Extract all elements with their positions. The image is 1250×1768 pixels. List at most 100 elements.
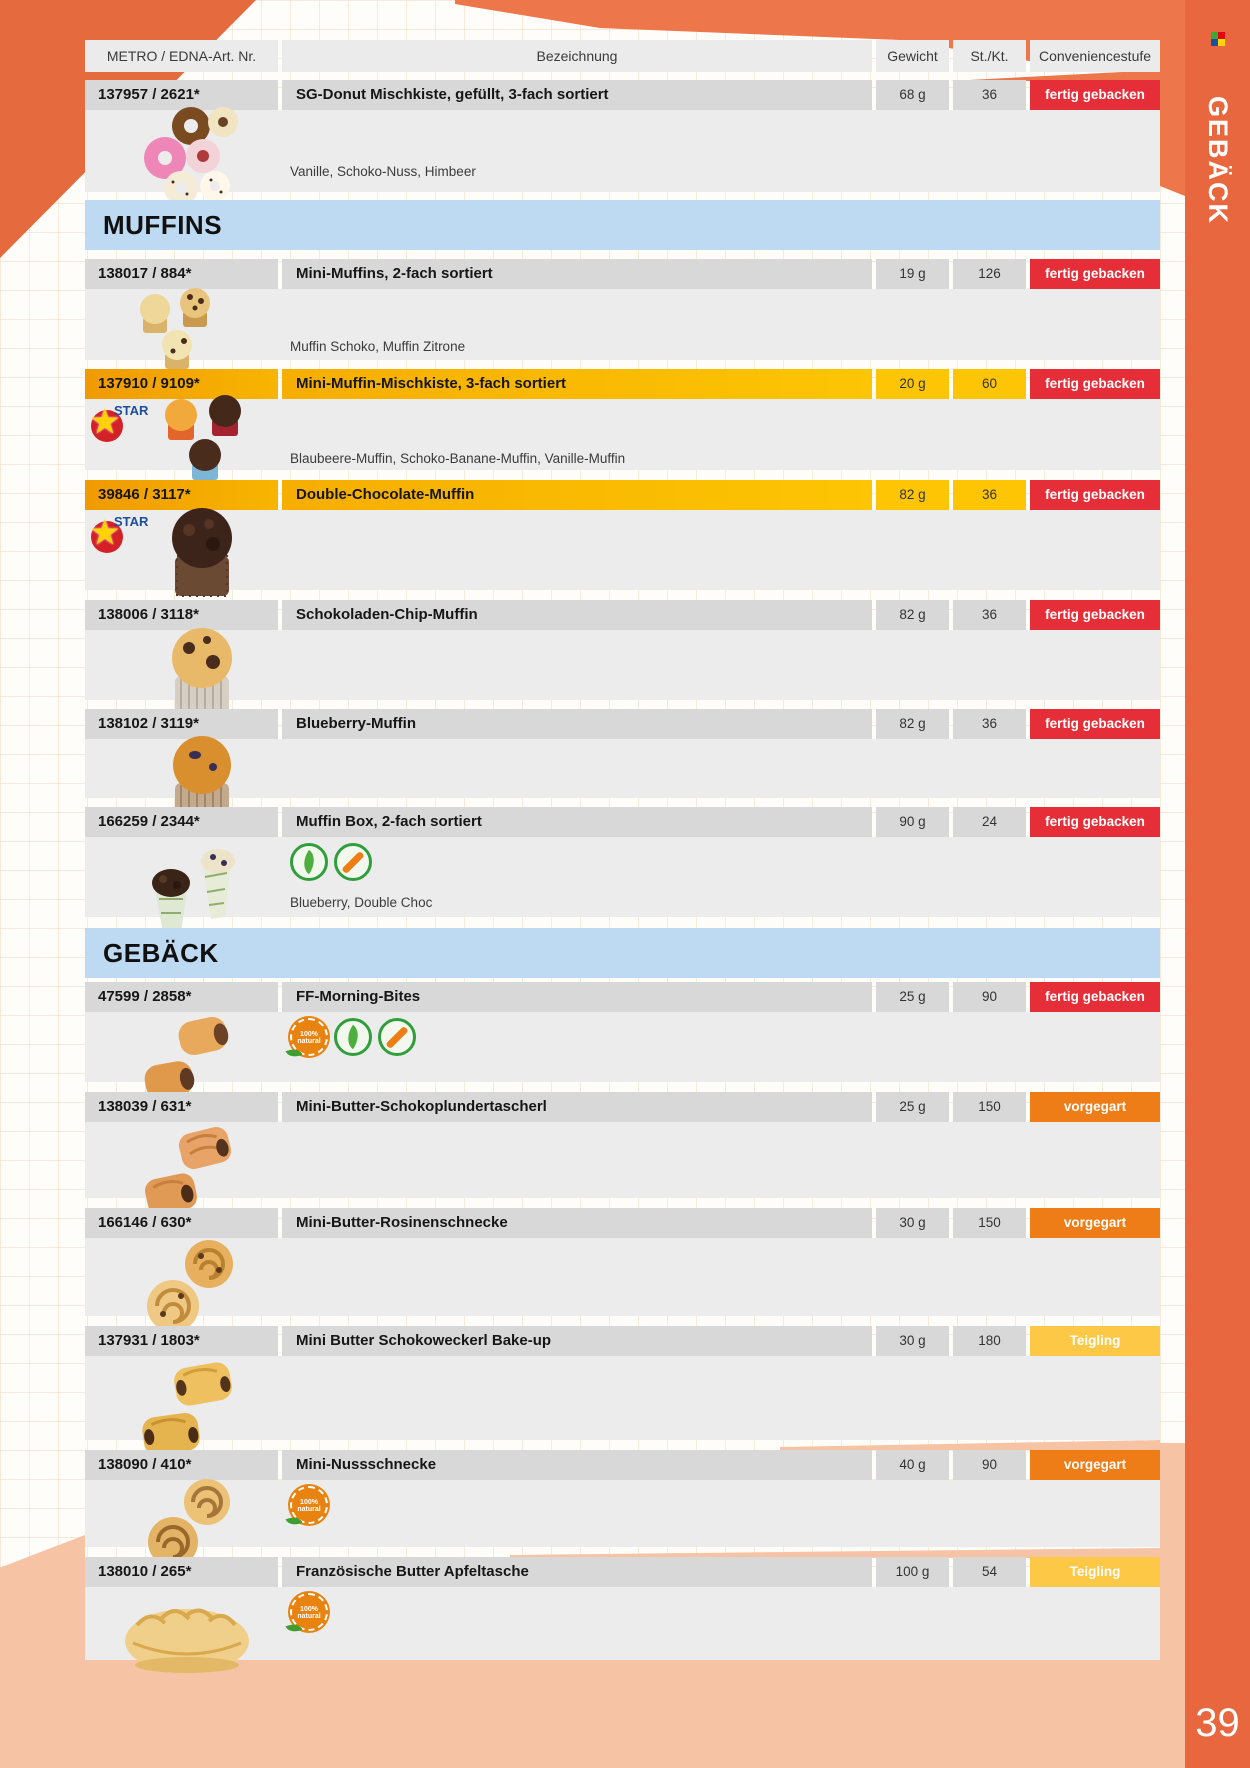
- vegan-icon: [290, 843, 328, 881]
- bottom-band-decoration: [0, 1660, 1185, 1768]
- weight-cell: 90 g: [876, 807, 949, 837]
- convenience-badge: vorgegart: [1030, 1450, 1160, 1480]
- qty-cell: 36: [953, 80, 1026, 110]
- product-photo-donuts: [113, 106, 258, 211]
- convenience-badge: vorgegart: [1030, 1208, 1160, 1238]
- convenience-badge: fertig gebacken: [1030, 600, 1160, 630]
- weight-cell: 82 g: [876, 709, 949, 739]
- weight-cell: 82 g: [876, 600, 949, 630]
- category-sidebar: GEBÄCK 39: [1185, 0, 1250, 1768]
- convenience-badge: Teigling: [1030, 1557, 1160, 1587]
- variants-text: Muffin Schoko, Muffin Zitrone: [290, 339, 466, 354]
- row-background: [85, 1238, 1160, 1316]
- natural-label: 100% natural: [297, 1606, 321, 1620]
- row-background: [85, 510, 1160, 590]
- weight-cell: 30 g: [876, 1326, 949, 1356]
- lactose-free-icon: [334, 843, 372, 881]
- variants-text: Blaubeere-Muffin, Schoko-Banane-Muffin, …: [290, 451, 626, 466]
- product-row: 47599 / 2858* FF-Morning-Bites 25 g 90 f…: [85, 982, 1160, 1099]
- product-row: 166259 / 2344* Muffin Box, 2-fach sortie…: [85, 807, 1160, 933]
- artnr-cell: 166259 / 2344*: [85, 807, 278, 837]
- star-brand-logo: ★ STAR: [91, 514, 148, 556]
- artnr-cell: 166146 / 630*: [85, 1208, 278, 1238]
- section-header-gebaeck: GEBÄCK: [85, 928, 1160, 978]
- row-background: [85, 1480, 1160, 1547]
- weight-cell: 20 g: [876, 369, 949, 399]
- weight-cell: 100 g: [876, 1557, 949, 1587]
- name-cell: Mini-Muffins, 2-fach sortiert: [282, 259, 872, 289]
- certification-icons: [290, 843, 372, 881]
- badge-swoosh-decoration: [950, 70, 1160, 81]
- weight-cell: 30 g: [876, 1208, 949, 1238]
- certification-icons: 100% natural: [285, 1018, 416, 1061]
- name-cell: Mini-Butter-Schokoplundertascherl: [282, 1092, 872, 1122]
- qty-cell: 60: [953, 369, 1026, 399]
- convenience-badge: fertig gebacken: [1030, 80, 1160, 110]
- header-bezeichnung: Bezeichnung: [282, 40, 872, 72]
- artnr-cell: 138006 / 3118*: [85, 600, 278, 630]
- qty-cell: 36: [953, 600, 1026, 630]
- product-photo-rosinenschnecke: [133, 1236, 253, 1341]
- row-background: [85, 1012, 1160, 1082]
- product-photo-schokoplundertascherl: [133, 1122, 253, 1227]
- artnr-cell: 137910 / 9109*: [85, 369, 278, 399]
- variants-text: Vanille, Schoko-Nuss, Himbeer: [290, 164, 476, 179]
- product-photo-apfeltasche: [107, 1591, 267, 1686]
- product-photo-schokoweckerl: [129, 1356, 259, 1466]
- convenience-badge: fertig gebacken: [1030, 369, 1160, 399]
- category-color-legend-icon: [1210, 32, 1225, 46]
- natural-label: 100% natural: [297, 1031, 321, 1045]
- convenience-badge: fertig gebacken: [1030, 982, 1160, 1012]
- lactose-free-icon: [378, 1018, 416, 1056]
- artnr-cell: 47599 / 2858*: [85, 982, 278, 1012]
- convenience-badge: fertig gebacken: [1030, 480, 1160, 510]
- name-cell: SG-Donut Mischkiste, gefüllt, 3-fach sor…: [282, 80, 872, 110]
- product-row: 138010 / 265* Französische Butter Apfelt…: [85, 1557, 1160, 1673]
- row-background: [85, 1587, 1160, 1660]
- convenience-badge: fertig gebacken: [1030, 807, 1160, 837]
- page-number: 39: [1195, 1701, 1240, 1745]
- row-background: [85, 837, 1160, 917]
- qty-cell: 54: [953, 1557, 1026, 1587]
- product-row: 166146 / 630* Mini-Butter-Rosinenschneck…: [85, 1208, 1160, 1332]
- natural-icon: 100% natural: [285, 1486, 328, 1529]
- product-photo-double-chocolate-muffin: [147, 504, 257, 609]
- section-title: GEBÄCK: [103, 938, 219, 968]
- product-photo-muffin-box: [125, 837, 255, 942]
- artnr-cell: 138090 / 410*: [85, 1450, 278, 1480]
- section-title: MUFFINS: [103, 210, 223, 240]
- natural-icon: 100% natural: [285, 1018, 328, 1061]
- qty-cell: 126: [953, 259, 1026, 289]
- row-background: [85, 289, 1160, 360]
- qty-cell: 36: [953, 480, 1026, 510]
- star-brand-label: STAR: [114, 403, 149, 418]
- artnr-cell: 137957 / 2621*: [85, 80, 278, 110]
- name-cell: Blueberry-Muffin: [282, 709, 872, 739]
- name-cell: Mini-Muffin-Mischkiste, 3-fach sortiert: [282, 369, 872, 399]
- product-row: 138006 / 3118* Schokoladen-Chip-Muffin 8…: [85, 600, 1160, 716]
- weight-cell: 68 g: [876, 80, 949, 110]
- product-photo-morning-bites: [133, 1014, 253, 1114]
- star-brand-logo: ★ STAR: [91, 403, 149, 445]
- name-cell: Double-Chocolate-Muffin: [282, 480, 872, 510]
- row-background: [85, 1356, 1160, 1440]
- certification-icons: 100% natural: [285, 1593, 328, 1636]
- product-photo-chocolate-chip-muffin: [147, 624, 257, 729]
- qty-cell: 90: [953, 1450, 1026, 1480]
- convenience-badge: fertig gebacken: [1030, 259, 1160, 289]
- header-stkt: St./Kt.: [953, 40, 1026, 72]
- row-background: [85, 110, 1160, 192]
- natural-icon: 100% natural: [285, 1593, 328, 1636]
- name-cell: Mini-Nussschnecke: [282, 1450, 872, 1480]
- name-cell: FF-Morning-Bites: [282, 982, 872, 1012]
- qty-cell: 36: [953, 709, 1026, 739]
- weight-cell: 19 g: [876, 259, 949, 289]
- artnr-cell: 138102 / 3119*: [85, 709, 278, 739]
- product-row: 138090 / 410* Mini-Nussschnecke 40 g 90 …: [85, 1450, 1160, 1567]
- peach-sliver-decoration: [780, 1440, 1160, 1450]
- variants-text: Blueberry, Double Choc: [290, 895, 433, 910]
- convenience-badge: vorgegart: [1030, 1092, 1160, 1122]
- certification-icons: 100% natural: [285, 1486, 328, 1529]
- sidebar-category-label: GEBÄCK: [1203, 96, 1233, 226]
- product-row: 137931 / 1803* Mini Butter Schokoweckerl…: [85, 1326, 1160, 1456]
